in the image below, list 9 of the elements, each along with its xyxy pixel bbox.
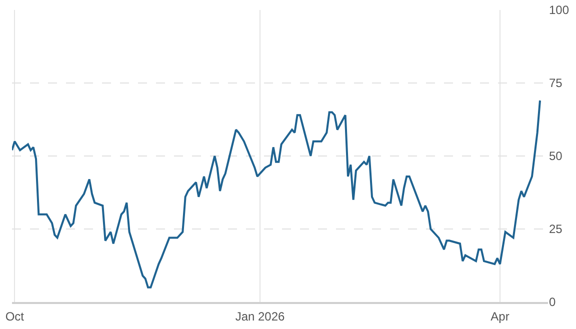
y-tick-label: 25 [549, 222, 563, 236]
x-tick-label: Jan 2026 [235, 309, 286, 324]
line-series [12, 100, 541, 288]
y-tick-label: 0 [549, 295, 556, 310]
y-tick-label: 100 [549, 3, 570, 18]
x-tick-label: Apr [490, 309, 510, 324]
y-tick-label: 75 [549, 76, 563, 90]
x-tick-label: Oct [5, 309, 25, 324]
y-tick-label: 50 [549, 149, 563, 164]
